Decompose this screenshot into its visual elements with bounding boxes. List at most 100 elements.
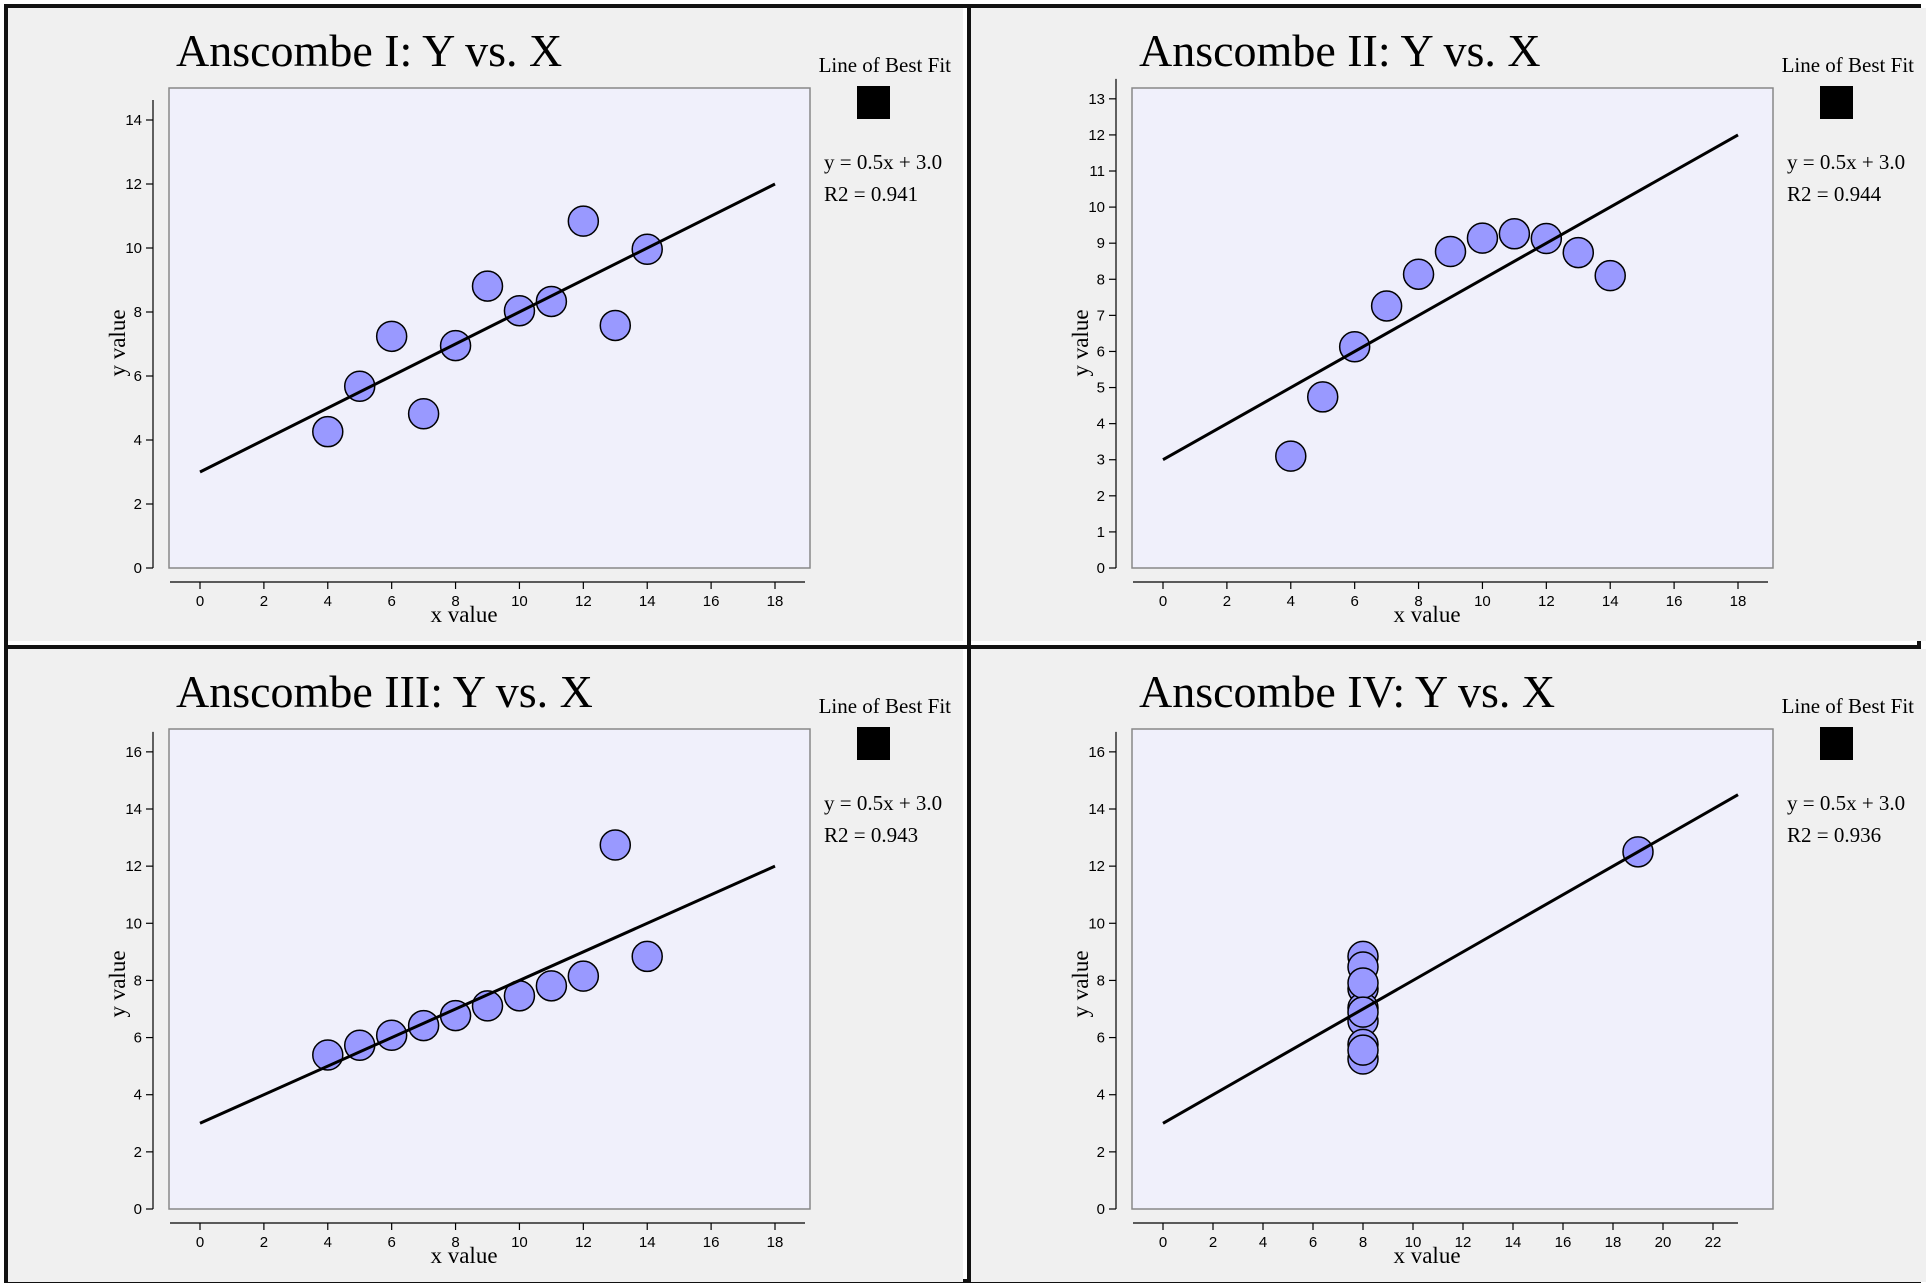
panel-divider-vertical <box>967 8 971 1279</box>
fit-equation: y = 0.5x + 3.0 <box>824 150 943 174</box>
x-tick-label: 2 <box>260 593 268 610</box>
y-tick-label: 14 <box>125 801 142 818</box>
x-tick-label: 16 <box>703 593 720 610</box>
y-tick-label: 13 <box>1088 91 1105 108</box>
fit-r-squared: R2 = 0.941 <box>824 182 919 206</box>
x-tick-label: 4 <box>324 593 332 610</box>
x-tick-label: 12 <box>575 593 592 610</box>
y-axis-label: y value <box>1068 950 1093 1017</box>
data-point <box>1275 440 1307 472</box>
y-tick-label: 2 <box>134 496 142 513</box>
data-point <box>407 398 440 430</box>
x-tick-label: 16 <box>703 1234 720 1251</box>
legend-title: Line of Best Fit <box>1781 53 1914 77</box>
chart-panel-anscombe-2: Anscombe II: Y vs. X Line of Best Fit y … <box>971 8 1926 641</box>
y-tick-label: 8 <box>1097 972 1105 989</box>
y-tick-label: 8 <box>134 972 142 989</box>
legend-title: Line of Best Fit <box>818 53 951 77</box>
x-tick-label: 6 <box>387 1234 395 1251</box>
y-tick-label: 4 <box>1097 1087 1105 1104</box>
fit-r-squared: R2 = 0.944 <box>1787 182 1882 206</box>
y-tick-label: 6 <box>134 1030 142 1047</box>
x-tick-label: 8 <box>1359 1234 1367 1251</box>
y-tick-label: 0 <box>1097 1201 1105 1218</box>
chart-grid: Anscombe I: Y vs. X Line of Best Fit y =… <box>4 4 1926 1283</box>
x-tick-label: 0 <box>1159 593 1167 610</box>
data-point <box>567 205 600 237</box>
y-tick-label: 9 <box>1097 235 1105 252</box>
data-point <box>1594 259 1626 292</box>
y-tick-label: 12 <box>125 858 142 875</box>
x-tick-label: 14 <box>639 1234 656 1251</box>
y-axis-label: y value <box>105 309 130 376</box>
fit-r-squared: R2 = 0.943 <box>824 823 919 847</box>
y-tick-label: 10 <box>125 240 142 257</box>
scatter-plot: 0 2 4 6 8 10 12 14 16 0 2 4 6 8 10 12 14 16 18 20 22 x value y… <box>1068 728 1774 1268</box>
data-point <box>535 285 568 318</box>
x-axis-label: x value <box>430 602 497 627</box>
data-point <box>471 270 504 302</box>
x-tick-label: 2 <box>1223 593 1231 610</box>
x-tick-label: 4 <box>1287 593 1295 610</box>
y-tick-label: 11 <box>1089 163 1105 180</box>
y-tick-label: 4 <box>1097 416 1105 433</box>
data-point <box>312 415 344 448</box>
y-tick-label: 4 <box>134 432 142 449</box>
y-tick-label: 7 <box>1097 307 1105 324</box>
x-tick-label: 18 <box>1730 593 1747 610</box>
x-tick-label: 6 <box>1350 593 1358 610</box>
data-point <box>1562 236 1595 269</box>
data-point <box>1370 290 1403 322</box>
chart-panel-anscombe-3: Anscombe III: Y vs. X Line of Best Fit y… <box>8 649 963 1282</box>
x-tick-label: 16 <box>1555 1234 1572 1251</box>
x-tick-label: 2 <box>260 1234 268 1251</box>
data-point <box>599 829 632 861</box>
x-tick-label: 14 <box>639 593 656 610</box>
x-tick-label: 10 <box>511 1234 528 1251</box>
x-tick-label: 10 <box>1405 1234 1422 1251</box>
x-tick-label: 0 <box>196 1234 204 1251</box>
fit-equation: y = 0.5x + 3.0 <box>824 791 943 815</box>
data-point <box>599 309 632 342</box>
y-tick-label: 4 <box>134 1087 142 1104</box>
data-point <box>1347 1034 1379 1066</box>
y-tick-label: 12 <box>1088 858 1105 875</box>
x-tick-label: 22 <box>1705 1234 1722 1251</box>
legend-swatch <box>1820 86 1853 119</box>
y-tick-label: 16 <box>1088 744 1105 761</box>
x-tick-label: 14 <box>1602 593 1619 610</box>
data-point <box>631 940 663 973</box>
y-tick-label: 0 <box>134 560 142 577</box>
data-point <box>1434 235 1467 268</box>
data-point <box>375 1019 408 1052</box>
fit-equation: y = 0.5x + 3.0 <box>1787 791 1906 815</box>
x-tick-label: 10 <box>511 593 528 610</box>
best-fit-line <box>199 864 776 1125</box>
chart-title: Anscombe I: Y vs. X <box>176 25 563 76</box>
y-axis-label: y value <box>105 950 130 1017</box>
x-tick-label: 12 <box>1455 1234 1472 1251</box>
x-tick-label: 0 <box>1159 1234 1167 1251</box>
y-tick-label: 5 <box>1097 380 1105 397</box>
best-fit-line <box>199 182 776 474</box>
y-tick-label: 6 <box>1097 1030 1105 1047</box>
y-axis-label: y value <box>1068 309 1093 376</box>
chart-title: Anscombe III: Y vs. X <box>176 666 593 717</box>
x-tick-label: 18 <box>1605 1234 1622 1251</box>
plot-area <box>1131 728 1774 1210</box>
y-tick-label: 2 <box>134 1144 142 1161</box>
fit-r-squared: R2 = 0.936 <box>1787 823 1882 847</box>
chart-panel-anscombe-4: Anscombe IV: Y vs. X Line of Best Fit y … <box>971 649 1926 1282</box>
x-tick-label: 8 <box>451 1234 459 1251</box>
best-fit-line <box>1162 133 1739 462</box>
legend-swatch <box>857 86 890 119</box>
scatter-plot: 0 2 4 6 8 10 12 14 0 2 4 6 8 10 12 14 16 18 x value y value <box>105 87 811 627</box>
x-tick-label: 20 <box>1655 1234 1672 1251</box>
y-tick-label: 14 <box>1088 801 1105 818</box>
x-tick-label: 4 <box>324 1234 332 1251</box>
y-tick-label: 3 <box>1097 452 1105 469</box>
y-tick-label: 10 <box>125 915 142 932</box>
x-tick-label: 12 <box>575 1234 592 1251</box>
data-point <box>343 370 376 402</box>
